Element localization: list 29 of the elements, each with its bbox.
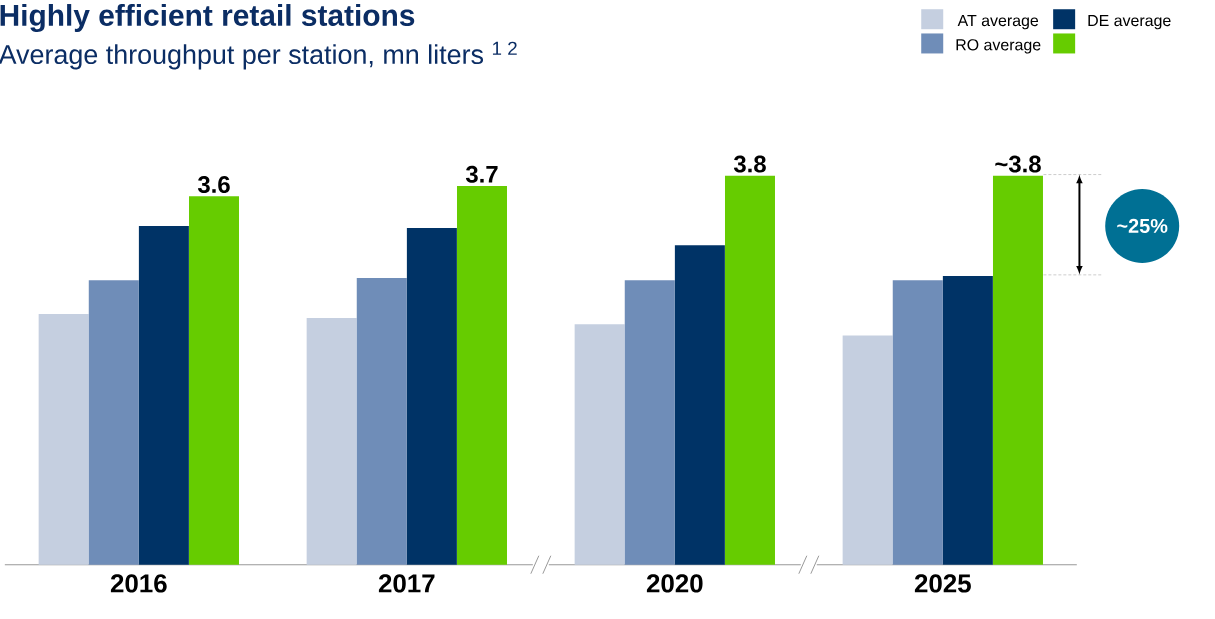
bar — [942, 276, 993, 565]
text: ~25% — [1117, 218, 1168, 233]
x-tick-label: 2025 — [914, 574, 971, 593]
data-label: 3.8 — [733, 155, 766, 173]
legend-label: AT average — [957, 15, 1039, 30]
data-label: ~3.8 — [995, 155, 1041, 173]
legend-label: DE average — [1088, 15, 1171, 30]
legend-label: RO average — [956, 39, 1041, 54]
bar — [892, 280, 943, 565]
data-label: 3.6 — [197, 176, 230, 194]
bar — [724, 175, 775, 565]
chart-title: Highly efficient retail stations — [0, 4, 415, 33]
bar — [356, 278, 407, 565]
data-label: 3.7 — [465, 165, 498, 183]
bar — [306, 318, 357, 565]
bar — [406, 227, 457, 565]
bar — [138, 225, 189, 565]
bar — [456, 185, 507, 565]
bar — [189, 196, 239, 565]
bar — [38, 313, 89, 565]
bar — [842, 335, 893, 565]
bar — [624, 280, 675, 565]
x-tick-label: 2017 — [378, 574, 435, 593]
bar — [674, 245, 725, 565]
x-tick-label: 2020 — [646, 574, 703, 593]
x-tick-label: 2016 — [110, 574, 167, 593]
bar — [574, 324, 625, 565]
bar — [88, 280, 139, 565]
bar — [992, 175, 1043, 565]
